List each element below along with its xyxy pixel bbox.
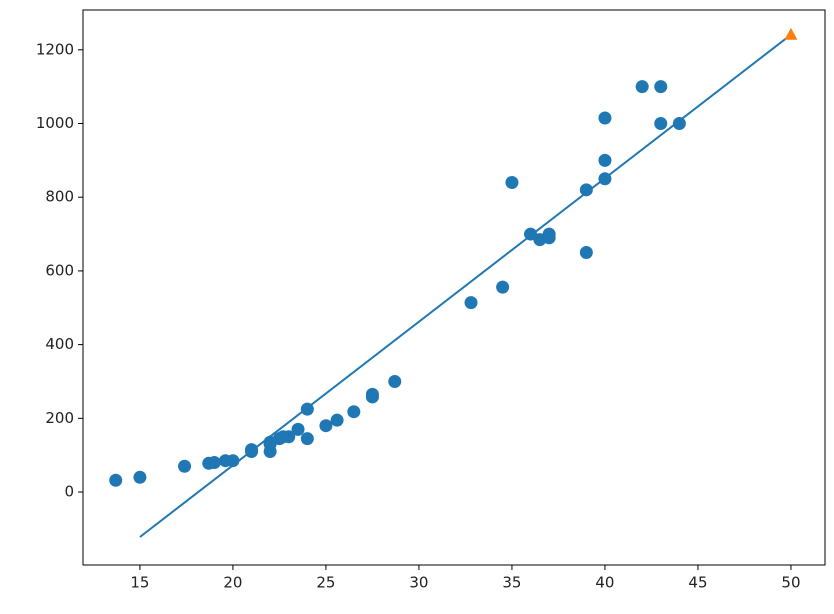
x-tick-label: 40 xyxy=(595,574,614,592)
point xyxy=(282,430,296,444)
plot-frame xyxy=(82,9,826,566)
point xyxy=(579,245,593,259)
point xyxy=(464,296,478,310)
x-tick-label: 35 xyxy=(502,574,521,592)
point xyxy=(579,183,593,197)
point xyxy=(300,432,314,446)
y-tick-label: 400 xyxy=(45,335,74,353)
y-tick-label: 800 xyxy=(45,188,74,206)
point xyxy=(672,117,686,131)
point xyxy=(319,419,333,433)
y-tick-label: 200 xyxy=(45,409,74,427)
x-tick-label: 50 xyxy=(781,574,800,592)
point xyxy=(133,470,147,484)
x-tick-label: 20 xyxy=(223,574,242,592)
y-tick-label: 1000 xyxy=(36,114,74,132)
point xyxy=(207,456,221,470)
y-tick-label: 600 xyxy=(45,261,74,279)
point xyxy=(291,422,305,436)
point xyxy=(347,405,361,419)
x-tick-label: 25 xyxy=(316,574,335,592)
x-tick-label: 30 xyxy=(409,574,428,592)
point xyxy=(542,227,556,241)
point xyxy=(505,175,519,189)
y-tick-label: 1200 xyxy=(36,40,74,58)
y-tick-label: 0 xyxy=(64,483,74,501)
point xyxy=(598,111,612,125)
fit-line xyxy=(139,33,792,538)
x-tick-label: 15 xyxy=(130,574,149,592)
triangle-point xyxy=(784,27,798,40)
point xyxy=(654,80,668,94)
point xyxy=(178,459,192,473)
x-tick-label: 45 xyxy=(688,574,707,592)
point xyxy=(598,153,612,167)
point xyxy=(109,473,123,487)
point xyxy=(388,374,402,388)
point xyxy=(635,80,649,94)
point xyxy=(330,413,344,427)
point xyxy=(654,117,668,131)
point xyxy=(496,280,510,294)
point xyxy=(365,387,379,401)
